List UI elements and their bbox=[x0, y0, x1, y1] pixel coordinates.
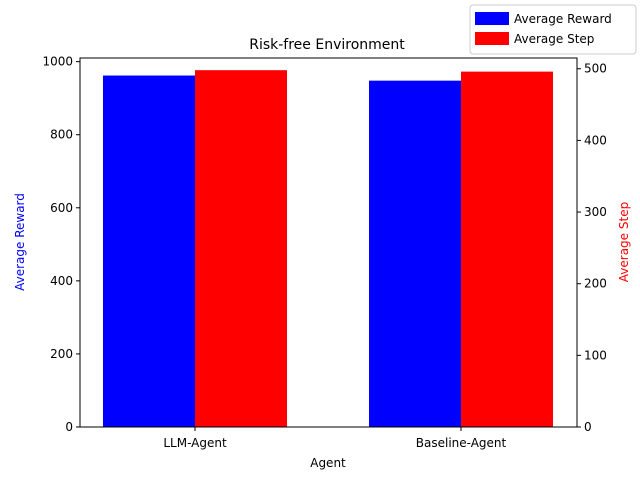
y-right-tick-label: 100 bbox=[584, 348, 607, 362]
legend-swatch-average-step bbox=[475, 32, 509, 45]
y-left-tick-label: 0 bbox=[65, 420, 73, 434]
bars bbox=[103, 70, 553, 428]
y-left-tick-label: 1000 bbox=[42, 55, 73, 69]
x-axis: LLM-Agent Baseline-Agent bbox=[163, 427, 507, 450]
bar-average-step-baseline-agent bbox=[461, 71, 553, 428]
legend-label-average-step: Average Step bbox=[514, 32, 594, 46]
legend-label-average-reward: Average Reward bbox=[514, 12, 612, 26]
y-right-tick-label: 200 bbox=[584, 277, 607, 291]
y-axis-label-left: Average Reward bbox=[13, 193, 27, 291]
y-left-tick-label: 800 bbox=[50, 128, 73, 142]
left-axis: 0 200 400 600 800 1000 bbox=[42, 55, 80, 434]
plot-frame bbox=[79, 57, 578, 428]
y-right-tick-label: 400 bbox=[584, 133, 607, 147]
x-tick-label: Baseline-Agent bbox=[416, 436, 507, 450]
y-right-tick-label: 300 bbox=[584, 205, 607, 219]
y-left-tick-label: 400 bbox=[50, 274, 73, 288]
bar-average-step-llm-agent bbox=[195, 70, 287, 428]
y-axis-label-right: Average Step bbox=[617, 202, 631, 282]
y-left-tick-label: 200 bbox=[50, 347, 73, 361]
right-axis: 0 100 200 300 400 500 bbox=[577, 62, 607, 434]
x-axis-label: Agent bbox=[310, 456, 346, 470]
y-right-tick-label: 0 bbox=[584, 420, 592, 434]
legend-swatch-average-reward bbox=[475, 12, 509, 25]
bar-average-reward-baseline-agent bbox=[369, 80, 461, 427]
chart-title: Risk-free Environment bbox=[249, 37, 405, 53]
bar-average-reward-llm-agent bbox=[103, 75, 195, 428]
y-right-tick-label: 500 bbox=[584, 62, 607, 76]
x-tick-label: LLM-Agent bbox=[163, 436, 227, 450]
y-left-tick-label: 600 bbox=[50, 201, 73, 215]
legend-frame bbox=[469, 4, 637, 55]
legend: Average Reward Average Step bbox=[469, 4, 637, 55]
